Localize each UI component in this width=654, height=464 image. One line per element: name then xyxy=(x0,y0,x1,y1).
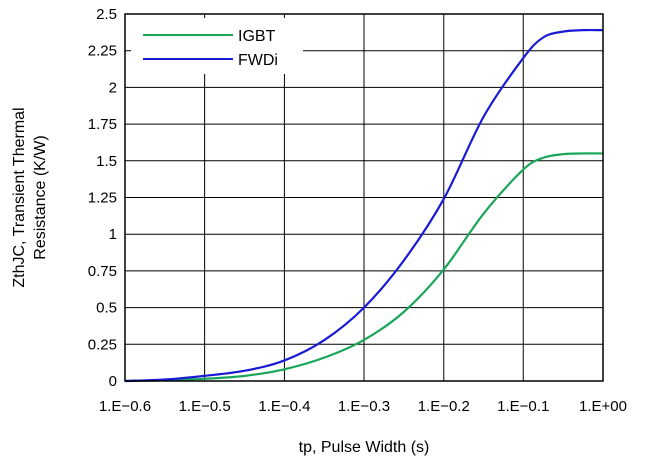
x-tick-label: 1.E−0.5 xyxy=(179,398,231,415)
y-tick-label: 1.25 xyxy=(88,190,117,207)
y-tick-label: 0.5 xyxy=(96,300,117,317)
y-axis-label-line-2: Resistance (K/W) xyxy=(32,135,49,259)
x-tick-label: 1.E+00 xyxy=(579,398,627,415)
plot-frame xyxy=(124,13,604,382)
x-tick-label: 1.E−0.6 xyxy=(99,398,151,415)
y-tick-label: 2.25 xyxy=(88,43,117,60)
y-axis-label-line-1: ZthJC, Transient Thermal xyxy=(11,107,28,287)
legend-box xyxy=(131,18,303,74)
x-tick-label: 1.E−0.4 xyxy=(258,398,310,415)
y-tick-label: 2.5 xyxy=(96,6,117,23)
x-tick-label: 1.E−0.1 xyxy=(497,398,549,415)
series-line-fwdi xyxy=(124,28,604,383)
x-axis-label: tp, Pulse Width (s) xyxy=(299,439,430,456)
y-tick-label: 0.25 xyxy=(88,336,117,353)
y-tick-label: 0 xyxy=(109,373,117,390)
x-tick-label: 1.E−0.2 xyxy=(418,398,470,415)
y-tick-label: 0.75 xyxy=(88,263,117,280)
series-lines xyxy=(124,28,604,383)
series-line-igbt xyxy=(124,152,604,383)
legend-label-fwdi: FWDi xyxy=(238,52,278,69)
legend-label-igbt: IGBT xyxy=(238,28,276,45)
y-tick-labels: 0 0.25 0.5 0.75 1 1.25 1.5 1.75 2 2.25 2.5 xyxy=(88,6,117,390)
y-tick-label: 1 xyxy=(109,226,117,243)
x-tick-labels: 1.E−0.6 1.E−0.5 1.E−0.4 1.E−0.3 1.E−0.2 1.E−0… xyxy=(99,398,627,415)
x-tick-label: 1.E−0.3 xyxy=(338,398,390,415)
y-tick-label: 1.75 xyxy=(88,116,117,133)
legend: IGBT FWDi xyxy=(131,18,303,74)
y-tick-label: 1.5 xyxy=(96,153,117,170)
y-tick-label: 2 xyxy=(109,79,117,96)
